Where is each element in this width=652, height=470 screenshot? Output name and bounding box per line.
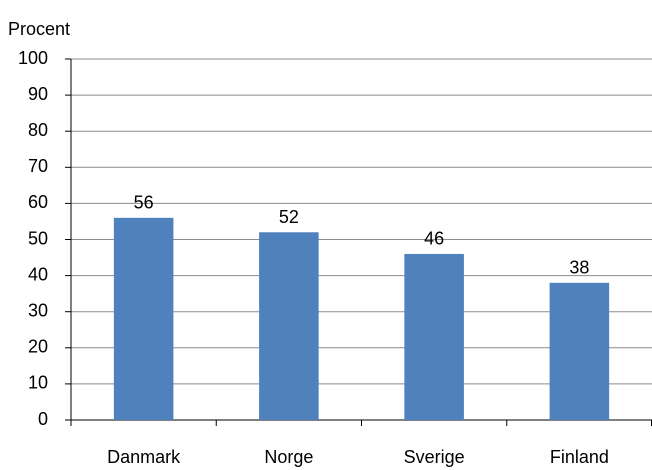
y-tick-label: 10 [28,373,48,393]
y-tick-label: 70 [28,156,48,176]
bar [259,232,319,420]
y-tick-label: 100 [18,48,48,68]
data-label: 46 [424,229,444,249]
bar [113,217,174,420]
y-tick-label: 20 [28,337,48,357]
data-label: 52 [279,207,299,227]
y-tick-label: 0 [38,409,48,429]
x-tick-label: Norge [264,447,313,467]
x-tick-label: Sverige [404,447,465,467]
y-axis-label: Procent [8,19,70,39]
data-label: 56 [134,193,154,213]
x-tick-label: Finland [550,447,609,467]
y-tick-label: 30 [28,300,48,320]
y-tick-label: 90 [28,84,48,104]
y-tick-label: 80 [28,120,48,140]
y-tick-label: 40 [28,264,48,284]
bar [549,282,610,420]
x-tick-label: Danmark [107,447,181,467]
bar [404,253,464,420]
data-label: 38 [569,258,589,278]
y-tick-label: 60 [28,192,48,212]
y-tick-label: 50 [28,228,48,248]
